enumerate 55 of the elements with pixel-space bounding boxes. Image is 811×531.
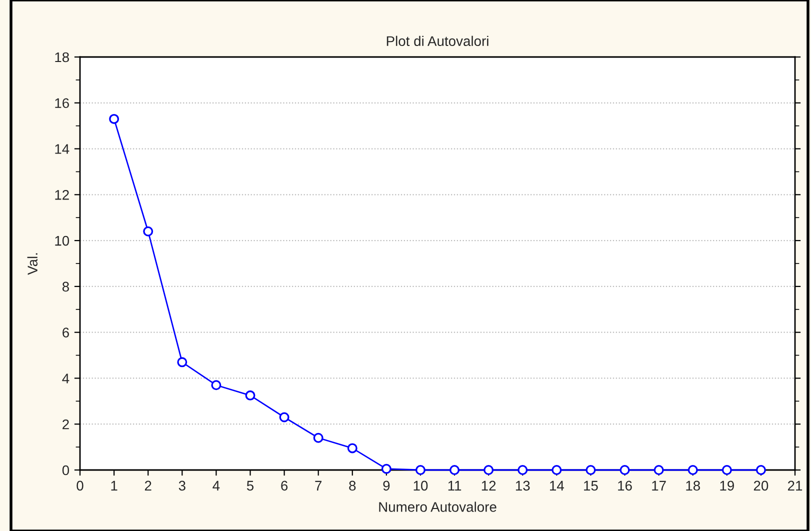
x-tick-label: 7 bbox=[315, 480, 322, 490]
point bbox=[620, 465, 630, 475]
y-tick-label: 14 bbox=[55, 144, 70, 154]
chart-title: Plot di Autovalori bbox=[386, 36, 488, 46]
y-tick-label: 0 bbox=[62, 465, 70, 476]
y-axis-title: Val. bbox=[27, 253, 38, 275]
x-tick-label: 20 bbox=[754, 480, 768, 491]
x-tick-label: 4 bbox=[212, 480, 220, 490]
x-tick-label: 0 bbox=[76, 480, 84, 491]
point bbox=[211, 380, 222, 390]
point bbox=[688, 465, 698, 475]
y-tick-label: 16 bbox=[55, 98, 69, 108]
x-tick-label: 2 bbox=[144, 480, 152, 490]
x-axis-title: Numero Autovalore bbox=[379, 502, 496, 512]
x-tick-label: 5 bbox=[246, 480, 254, 491]
point bbox=[143, 226, 154, 236]
point bbox=[756, 465, 766, 475]
x-tick-label: 14 bbox=[550, 480, 564, 490]
x-tick-label: 21 bbox=[788, 480, 802, 490]
x-tick-label: 9 bbox=[383, 480, 390, 491]
point bbox=[245, 390, 256, 400]
y-tick-label: 8 bbox=[62, 282, 69, 292]
point bbox=[586, 465, 596, 475]
x-tick-label: 18 bbox=[686, 480, 700, 491]
x-tick-label: 16 bbox=[618, 480, 632, 491]
x-tick-label: 12 bbox=[482, 480, 496, 490]
y-tick-label: 10 bbox=[55, 236, 70, 246]
point bbox=[177, 357, 188, 368]
x-tick-label: 13 bbox=[516, 480, 530, 491]
point bbox=[347, 443, 358, 454]
y-tick-label: 6 bbox=[62, 328, 69, 338]
point bbox=[109, 114, 120, 124]
point bbox=[313, 432, 324, 443]
x-tick-label: 10 bbox=[414, 480, 428, 491]
x-tick-label: 15 bbox=[584, 480, 598, 491]
point bbox=[552, 465, 562, 475]
x-tick-label: 11 bbox=[448, 480, 462, 490]
y-tick-label: 2 bbox=[62, 419, 69, 430]
y-tick-label: 4 bbox=[62, 374, 70, 384]
point bbox=[450, 465, 460, 475]
y-tick-label: 18 bbox=[55, 52, 69, 62]
point bbox=[415, 465, 426, 475]
x-tick-label: 19 bbox=[720, 480, 734, 491]
x-tick-label: 8 bbox=[349, 480, 356, 491]
point bbox=[484, 465, 494, 475]
point bbox=[518, 465, 528, 475]
x-tick-label: 17 bbox=[652, 480, 666, 490]
point bbox=[722, 465, 732, 475]
x-tick-label: 3 bbox=[178, 480, 186, 491]
x-tick-label: 1 bbox=[111, 480, 118, 490]
y-tick-label: 12 bbox=[55, 190, 69, 200]
point bbox=[381, 464, 392, 474]
point bbox=[654, 465, 664, 475]
point bbox=[279, 412, 290, 422]
x-tick-label: 6 bbox=[281, 480, 288, 491]
